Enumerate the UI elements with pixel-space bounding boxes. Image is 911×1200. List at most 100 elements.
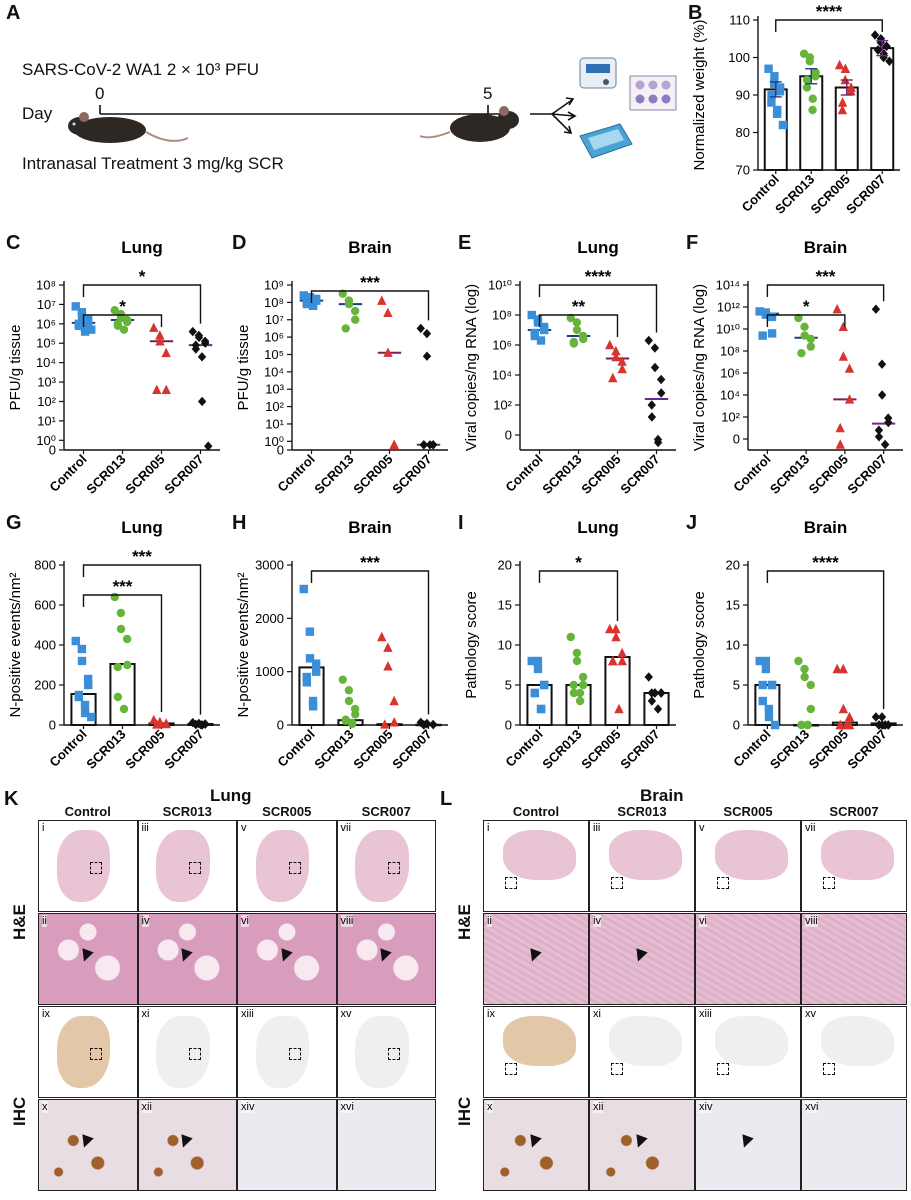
data-point [653,704,663,714]
histology-image: x [38,1099,138,1191]
x-tick-label: SCR007 [161,452,206,497]
data-point [77,644,87,654]
bar [376,723,403,726]
data-point [874,432,884,442]
data-point [650,362,660,373]
data-point [197,352,207,362]
data-point [197,396,207,407]
data-point [772,109,782,118]
zoom-region-marker [610,1062,623,1075]
panel-letter-a: A [6,2,21,24]
histology-image: xiv [695,1099,801,1191]
data-point [305,654,315,663]
y-tick-label: 10⁴ [264,364,284,379]
arrowhead-icon [631,948,648,964]
x-tick-label: Control [730,727,773,770]
tissue-section [255,1016,310,1088]
significance-bracket [82,314,163,327]
data-point [841,719,852,730]
histology-image: xv [336,1006,436,1098]
panel-letter-b: B [688,2,703,24]
y-tick-label: 10⁷ [265,312,284,327]
y-tick-label: 10² [721,410,740,425]
data-point [116,624,126,634]
data-point [647,412,657,422]
data-point [657,388,666,398]
significance-label: * [139,267,146,286]
x-tick-label: SCR013 [311,452,356,497]
data-point [377,631,387,642]
panel-sublabel: i [42,822,45,834]
panel-letter-j: J [686,512,698,534]
tissue-section [714,830,788,880]
data-point [770,72,779,81]
y-tick-label: 20 [498,558,512,573]
y-axis-label: Viral copies/ng RNA (log) [691,284,708,451]
panel-sublabel: iv [593,915,601,927]
chart-i-lung-pathology: Lung Pathology score 0 5 10 15 20 ControlSCR013… [463,518,676,772]
data-point [794,313,803,323]
significance-label: *** [132,547,152,566]
x-tick-label: SCR013 [767,727,812,772]
x-tick-label: Control [502,452,545,495]
panel-sublabel: xiii [241,1008,254,1020]
data-point [113,662,122,672]
y-tick-label: 10² [265,399,284,414]
data-point [429,720,438,730]
data-point [312,667,321,676]
y-tick-label: 10² [37,394,56,409]
data-point [800,672,809,682]
panel-sublabel: iii [593,822,601,834]
y-tick-label: 600 [34,598,56,613]
data-point [832,663,842,674]
significance-bracket [310,290,430,321]
data-point [344,686,354,695]
panel-sublabel: xii [141,1101,152,1113]
data-point [611,623,621,634]
tissue-section [56,830,111,902]
day-start-label: 0 [95,84,105,103]
tissue-section [355,830,409,902]
panel-sublabel: ix [487,1008,495,1020]
histology-image: iii [589,820,695,912]
data-point [578,672,588,682]
bar [565,684,592,726]
significance-label: *** [360,553,380,572]
data-point [389,717,399,727]
data-point [758,696,767,706]
data-point [835,719,845,730]
y-tick-label: 800 [34,558,56,573]
data-point [201,338,210,348]
qpcr-instrument-icon [579,57,617,89]
data-point [764,704,774,714]
chart-g-lung-n-positive: Lung N-positive events/nm² 0 200 400 600 800 Co… [7,518,220,772]
panel-letter-c: C [6,232,21,254]
x-tick-label: SCR005 [806,727,851,772]
tissue-section [820,830,894,880]
data-point [119,325,129,334]
histology-image: ix [483,1006,589,1098]
y-tick-label: 10⁴ [36,355,56,370]
histology-image: ix [38,1006,138,1098]
data-point [832,304,842,314]
panel-sublabel: iii [141,822,149,834]
y-tick-label: 10 [498,638,512,653]
data-point [617,363,627,374]
zoom-region-marker [189,861,202,874]
histology-image: viii [801,913,907,1005]
data-point [770,79,779,88]
histology-grid-k-lung: Control SCR013 SCR005 SCR007 H&E IHC i iii v vii i… [0,800,440,1200]
data-point [77,656,87,666]
panel-sublabel: vi [699,915,707,927]
x-tick-label: SCR013 [767,452,812,497]
y-tick-label: 10⁴ [720,388,740,403]
data-point [800,664,809,674]
data-point [351,710,360,719]
zoom-region-marker [388,861,401,874]
x-tick-label: SCR013 [539,727,584,772]
data-point [74,321,84,330]
data-point [844,711,855,722]
plaque-assay-plate-icon [629,75,677,111]
data-point [389,439,399,449]
